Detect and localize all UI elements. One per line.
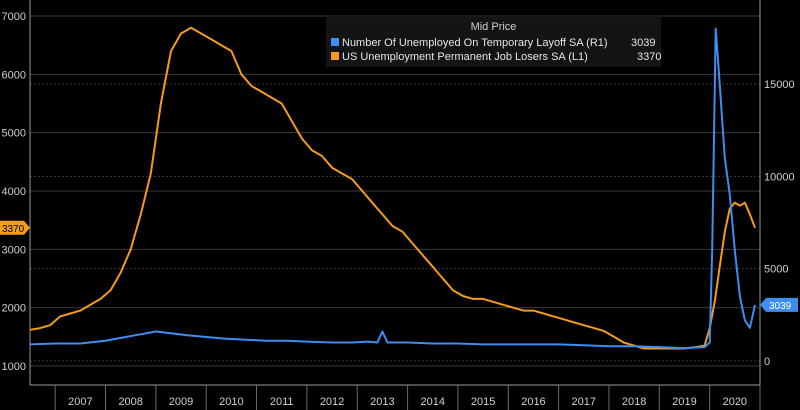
last-value-tags: 3370 3039 xyxy=(0,220,798,312)
left-tick-label: 7000 xyxy=(2,11,26,23)
left-axis: 1000 2000 3000 4000 5000 6000 7000 xyxy=(2,11,26,373)
left-tick-label: 4000 xyxy=(2,186,26,198)
right-axis: 0 5000 10000 15000 xyxy=(764,79,795,368)
legend-label: Number Of Unemployed On Temporary Layoff… xyxy=(342,37,608,49)
legend-swatch-orange xyxy=(331,52,339,61)
right-last-value-tag xyxy=(760,297,798,312)
series-line-temporary-layoff xyxy=(29,27,756,350)
year-separators xyxy=(54,385,761,410)
x-tick-label: 2019 xyxy=(672,396,696,408)
series-lines xyxy=(29,26,756,350)
legend-entry-permanent-job-losers: US Unemployment Permanent Job Losers SA … xyxy=(331,51,661,64)
series-line-permanent-job-losers xyxy=(29,26,756,350)
x-tick-label: 2017 xyxy=(572,396,596,408)
right-tick-label: 15000 xyxy=(764,79,795,91)
x-tick-label: 2007 xyxy=(68,396,92,408)
x-axis: 2007 2008 2009 2010 2011 2012 2013 2014 2015 2016… xyxy=(68,396,747,408)
legend-value: 3370 xyxy=(637,51,662,63)
legend-title: Mid Price xyxy=(470,21,517,33)
left-last-value-tag xyxy=(0,220,30,235)
legend-entry-temporary-layoff: Number Of Unemployed On Temporary Layoff… xyxy=(331,37,655,50)
left-tick-label: 6000 xyxy=(2,69,26,81)
left-tick-label: 5000 xyxy=(2,128,26,140)
left-tick-label: 1000 xyxy=(2,361,26,373)
x-tick-label: 2015 xyxy=(471,396,495,408)
x-tick-label: 2016 xyxy=(521,396,545,408)
gridlines xyxy=(29,0,761,386)
legend-value: 3039 xyxy=(631,37,656,49)
x-tick-label: 2018 xyxy=(622,396,646,408)
right-tick-label: 5000 xyxy=(764,264,788,276)
x-tick-label: 2020 xyxy=(723,396,747,408)
x-tick-label: 2011 xyxy=(270,396,294,408)
left-tick-label: 3000 xyxy=(2,244,26,256)
legend-swatch-blue xyxy=(331,38,339,47)
legend: Mid Price Number Of Unemployed On Tempor… xyxy=(326,15,661,67)
x-tick-label: 2009 xyxy=(169,396,193,408)
x-tick-label: 2014 xyxy=(421,396,445,408)
left-last-value-label: 3370 xyxy=(2,224,25,235)
legend-label: US Unemployment Permanent Job Losers SA … xyxy=(342,51,588,63)
right-tick-label: 0 xyxy=(764,356,770,368)
x-tick-label: 2010 xyxy=(219,396,243,408)
right-tick-label: 10000 xyxy=(764,171,795,183)
x-tick-label: 2008 xyxy=(118,396,142,408)
x-tick-label: 2013 xyxy=(370,396,394,408)
left-tick-label: 2000 xyxy=(2,303,26,315)
right-last-value-label: 3039 xyxy=(769,301,792,312)
x-tick-label: 2012 xyxy=(320,396,344,408)
